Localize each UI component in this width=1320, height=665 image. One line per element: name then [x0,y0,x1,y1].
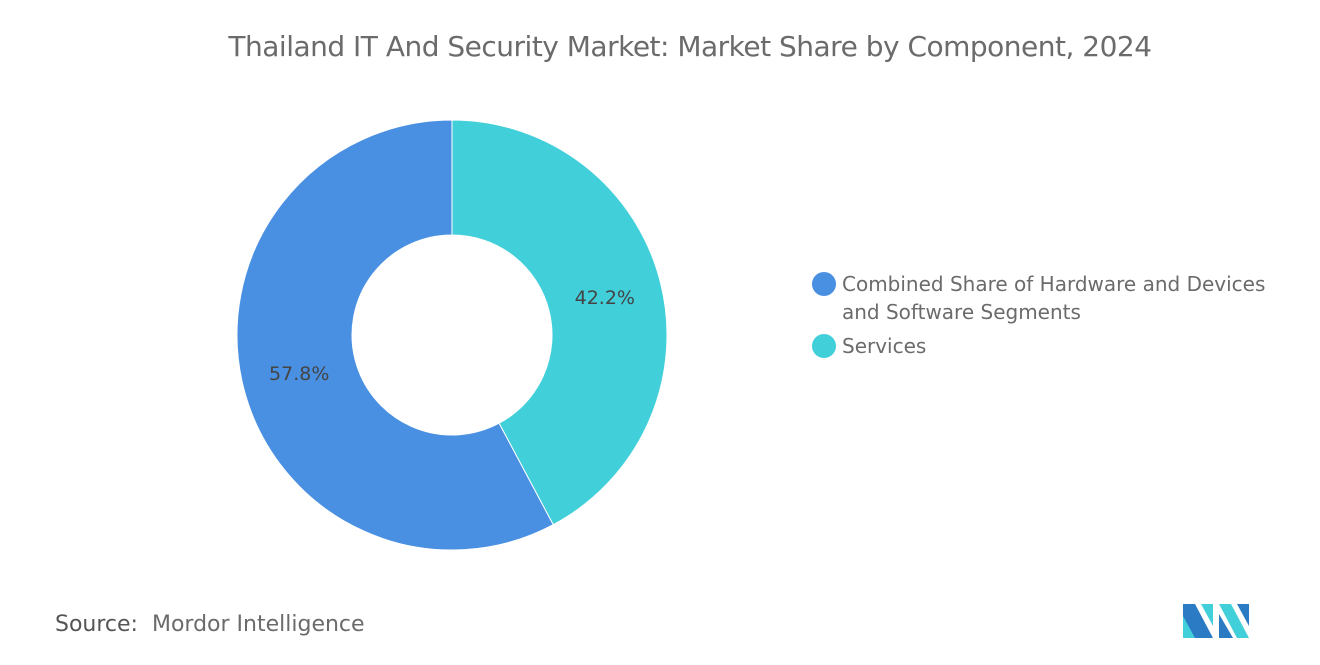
data-label: 42.2% [575,287,635,309]
donut-chart: 42.2% 57.8% [236,119,668,551]
mordor-logo [1183,604,1249,638]
legend-swatch [812,272,836,296]
legend-label: Services [842,334,927,358]
source-value: Mordor Intelligence [151,612,365,637]
legend: Combined Share of Hardware and Devices a… [812,270,1282,366]
data-label: 57.8% [269,363,329,385]
legend-item: Combined Share of Hardware and Devices a… [812,270,1282,326]
legend-label: Combined Share of Hardware and Devices a… [842,272,1266,324]
donut-slice [236,119,554,551]
source-label: Source: [55,612,138,637]
source-note: Source: Mordor Intelligence [55,612,365,637]
chart-title: Thailand IT And Security Market: Market … [228,30,1152,63]
legend-swatch [812,334,836,358]
donut-slice [451,119,668,526]
legend-item: Services [812,332,1282,360]
